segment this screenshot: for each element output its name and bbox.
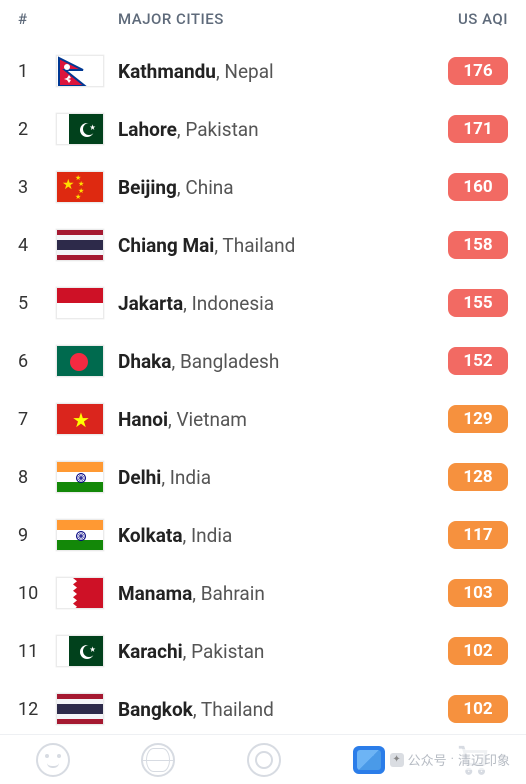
flag-bh-icon [56, 577, 104, 609]
aqi-cell: 128 [436, 463, 508, 491]
flag-in-icon [56, 519, 104, 551]
flag-in-icon [56, 461, 104, 493]
watermark-label: 公众号 [408, 750, 447, 769]
watermark: ✦ 公众号 · 清迈印象 [386, 749, 514, 770]
aqi-badge: 155 [448, 289, 508, 317]
city-label: Dhaka, Bangladesh [118, 350, 436, 373]
header-rank: # [18, 10, 56, 28]
rank-value: 6 [18, 351, 56, 372]
aqi-badge: 102 [448, 637, 508, 665]
flag-vn-icon: ★ [56, 403, 104, 435]
aqi-cell: 155 [436, 289, 508, 317]
table-row[interactable]: 7 ★ Hanoi, Vietnam 129 [18, 390, 508, 448]
flag-th-icon [56, 229, 104, 261]
header-cities: MAJOR CITIES [118, 10, 436, 28]
city-label: Chiang Mai, Thailand [118, 234, 436, 257]
flag-cell [56, 55, 118, 87]
city-label: Delhi, India [118, 466, 436, 489]
aqi-cell: 160 [436, 173, 508, 201]
rank-value: 4 [18, 235, 56, 256]
aqi-badge: 171 [448, 115, 508, 143]
city-label: Bangkok, Thailand [118, 698, 436, 721]
table-row[interactable]: 3 ★ ★ ★ ★ ★ Beijing, China 160 [18, 158, 508, 216]
table-row[interactable]: 4 Chiang Mai, Thailand 158 [18, 216, 508, 274]
flag-cell [56, 345, 118, 377]
rank-value: 7 [18, 409, 56, 430]
flag-pk-icon [56, 113, 104, 145]
rank-value: 2 [18, 119, 56, 140]
target-icon[interactable] [247, 743, 281, 777]
aqi-cell: 129 [436, 405, 508, 433]
aqi-cell: 171 [436, 115, 508, 143]
flag-pk-icon [56, 635, 104, 667]
city-label: Kathmandu, Nepal [118, 60, 436, 83]
flag-cell [56, 287, 118, 319]
city-label: Beijing, China [118, 176, 436, 199]
flag-cell [56, 519, 118, 551]
table-row[interactable]: 9 Kolkata, India 117 [18, 506, 508, 564]
aqi-badge: 158 [448, 231, 508, 259]
flag-cell [56, 461, 118, 493]
flag-cell [56, 693, 118, 725]
face-icon[interactable] [36, 743, 70, 777]
city-label: Jakarta, Indonesia [118, 292, 436, 315]
aqi-cell: 102 [436, 637, 508, 665]
aqi-badge: 129 [448, 405, 508, 433]
table-row[interactable]: 12 Bangkok, Thailand 102 [18, 680, 508, 738]
table-row[interactable]: 5 Jakarta, Indonesia 155 [18, 274, 508, 332]
flag-id-icon [56, 287, 104, 319]
flag-th-icon [56, 693, 104, 725]
aqi-cell: 176 [436, 57, 508, 85]
table-row[interactable]: 6 Dhaka, Bangladesh 152 [18, 332, 508, 390]
table-row[interactable]: 8 Delhi, India 128 [18, 448, 508, 506]
table-header: # MAJOR CITIES US AQI [18, 4, 508, 42]
city-label: Lahore, Pakistan [118, 118, 436, 141]
flag-cell [56, 577, 118, 609]
rank-value: 3 [18, 177, 56, 198]
aqi-cell: 102 [436, 695, 508, 723]
header-aqi: US AQI [436, 10, 508, 28]
aqi-badge: 117 [448, 521, 508, 549]
rank-value: 12 [18, 699, 56, 720]
table-row[interactable]: 2 Lahore, Pakistan 171 [18, 100, 508, 158]
aqi-cell: 158 [436, 231, 508, 259]
table-row[interactable]: 10 Manama, Bahrain 103 [18, 564, 508, 622]
table-row[interactable]: 11 Karachi, Pakistan 102 [18, 622, 508, 680]
flag-np-icon [56, 55, 104, 87]
rank-value: 10 [18, 583, 56, 604]
rank-value: 11 [18, 641, 56, 662]
table-body: 1 Kathmandu, Nepal 176 2 Lahore, Pakista… [18, 42, 508, 738]
rank-value: 5 [18, 293, 56, 314]
aqi-cell: 103 [436, 579, 508, 607]
flag-cell: ★ ★ ★ ★ ★ [56, 171, 118, 203]
aqi-badge: 102 [448, 695, 508, 723]
aqi-badge: 160 [448, 173, 508, 201]
flag-bd-icon [56, 345, 104, 377]
table-row[interactable]: 1 Kathmandu, Nepal 176 [18, 42, 508, 100]
flag-cell: ★ [56, 403, 118, 435]
aqi-cell: 152 [436, 347, 508, 375]
globe-icon[interactable] [141, 743, 175, 777]
city-label: Manama, Bahrain [118, 582, 436, 605]
map-icon[interactable] [353, 746, 385, 774]
aqi-cell: 117 [436, 521, 508, 549]
city-label: Kolkata, India [118, 524, 436, 547]
flag-cell [56, 635, 118, 667]
flag-cell [56, 229, 118, 261]
watermark-name: 清迈印象 [458, 750, 510, 769]
rank-value: 1 [18, 61, 56, 82]
aqi-badge: 128 [448, 463, 508, 491]
aqi-badge: 176 [448, 57, 508, 85]
aqi-badge: 152 [448, 347, 508, 375]
rank-value: 8 [18, 467, 56, 488]
city-label: Karachi, Pakistan [118, 640, 436, 663]
aqi-badge: 103 [448, 579, 508, 607]
rank-value: 9 [18, 525, 56, 546]
city-label: Hanoi, Vietnam [118, 408, 436, 431]
watermark-icon: ✦ [390, 753, 404, 767]
flag-cn-icon: ★ ★ ★ ★ ★ [56, 171, 104, 203]
flag-cell [56, 113, 118, 145]
aqi-ranking-table: # MAJOR CITIES US AQI 1 Kathmandu, Nepal… [0, 0, 526, 738]
watermark-sep: · [451, 752, 454, 767]
